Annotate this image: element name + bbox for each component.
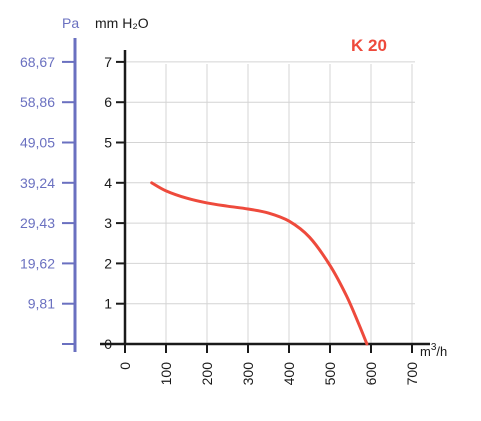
y-tick-label: 6 [104, 94, 112, 110]
x-tick-label: 700 [404, 362, 420, 386]
x-axis-unit-label: m3/h [420, 342, 447, 359]
x-tick-label: 0 [117, 362, 133, 370]
chart-title: K 20 [351, 36, 387, 55]
y-tick-label: 7 [104, 54, 112, 70]
x-tick-label: 400 [281, 362, 297, 386]
x-unit-sup: 3 [431, 342, 437, 353]
x-tick-label: 600 [363, 362, 379, 386]
y-tick-label: 5 [104, 135, 112, 151]
y-tick-label: 3 [104, 215, 112, 231]
pa-tick-label: 19,62 [20, 255, 55, 271]
y-tick-label: 4 [104, 175, 112, 191]
y-tick-label: 0 [104, 336, 112, 352]
series-layer [150, 181, 369, 346]
x-unit-base: m [420, 344, 431, 359]
series-line-k20 [150, 181, 369, 346]
x-unit-rest: /h [436, 344, 447, 359]
x-tick-label: 500 [322, 362, 338, 386]
y-tick-label: 2 [104, 255, 112, 271]
x-tick-label: 100 [158, 362, 174, 386]
pa-tick-label: 68,67 [20, 54, 55, 70]
pa-axis-label: Pa [62, 15, 79, 31]
grid [125, 61, 415, 344]
ticks [62, 60, 413, 353]
axes [62, 38, 430, 352]
pa-tick-label: 58,86 [20, 94, 55, 110]
pa-tick-label: 9,81 [28, 296, 55, 312]
pa-tick-label: 49,05 [20, 135, 55, 151]
pa-tick-label: 39,24 [20, 175, 55, 191]
y-tick-label: 1 [104, 296, 112, 312]
pa-tick-label: 29,43 [20, 215, 55, 231]
x-tick-label: 200 [199, 362, 215, 386]
mm-h2o-axis-label: mm H₂O [95, 15, 149, 31]
x-tick-label: 300 [240, 362, 256, 386]
tick-labels: 9,81 19,62 29,43 39,24 49,05 58,86 68,67 0 1 2 3 4 5… [20, 54, 420, 385]
